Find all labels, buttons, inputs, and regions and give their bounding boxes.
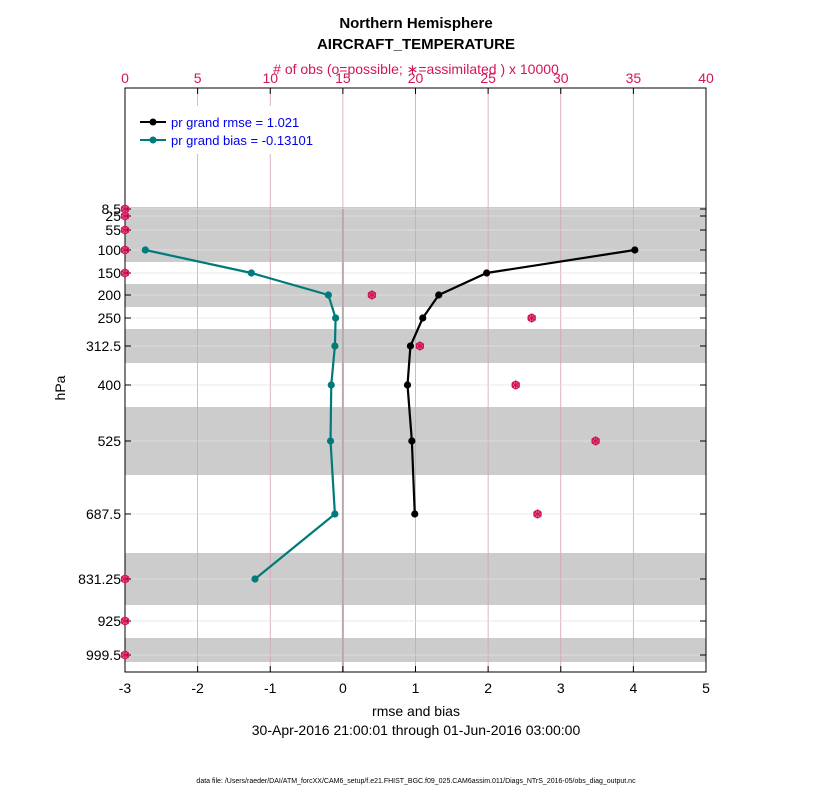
x-tick-label-5: 2 [484,680,492,696]
series-rmse-point-0 [631,246,639,254]
obs-assimilated-10 [533,509,542,519]
top-tick-label-0: 0 [121,70,129,86]
series-rmse-point-2 [435,291,443,299]
obs-assimilated-2 [120,225,130,235]
y-tick-label-0: 8.5 [102,201,122,217]
x-axis-label: rmse and bias [372,703,460,719]
series-bias-point-7 [331,510,339,518]
top-tick-label-1: 5 [194,70,202,86]
series-rmse-line [406,248,635,515]
y-tick-label-2: 55 [105,222,121,238]
series-rmse-point-3 [419,314,427,322]
top-axis: 0 5 10 15 20 25 30 35 40 [121,70,714,94]
top-tick-label-4: 20 [408,70,424,86]
series-layer [141,246,639,583]
x-tick-label-2: -1 [264,680,277,696]
series-rmse-point-7 [411,510,419,518]
top-tick-label-6: 30 [553,70,569,86]
top-tick-label-3: 15 [335,70,351,86]
y-tick-label-1: 25 [105,208,121,224]
obs-assimilated-6 [527,313,536,323]
y-tick-label-10: 687.5 [86,506,121,522]
y-tick-label-9: 525 [98,433,122,449]
obs-assimilated-5 [367,290,377,300]
top-axis-label: # of obs (o=possible; ∗=assimilated ) x … [273,61,559,77]
legend-bias-marker [149,136,157,144]
x-tick-label-7: 4 [629,680,637,696]
legend: pr grand rmse = 1.021 pr grand bias = -0… [128,106,340,154]
series-rmse-point-1 [483,269,491,277]
x-tick-label-8: 5 [702,680,710,696]
obs-assimilated-3 [120,245,130,255]
x-tick-label-1: -2 [191,680,204,696]
top-tick-label-2: 10 [262,70,278,86]
series-bias-point-2 [324,291,332,299]
series-bias-point-5 [327,381,335,389]
legend-background [128,106,340,154]
y-tick-label-6: 250 [98,310,122,326]
chart-subtitle: AIRCRAFT_TEMPERATURE [317,36,515,53]
x-tick-label-4: 1 [412,680,420,696]
chart-title: Northern Hemisphere [339,15,492,32]
legend-rmse-label: pr grand rmse = 1.021 [171,115,299,130]
top-tick-label-7: 35 [626,70,642,86]
y-tick-label-12: 925 [98,613,122,629]
y-axis-label: hPa [52,375,68,400]
series-bias-point-6 [326,437,335,445]
legend-bias-label: pr grand bias = -0.13101 [171,133,313,148]
obs-assimilated-1 [120,211,130,221]
x-tick-label-0: -3 [119,680,132,696]
series-rmse-point-6 [408,437,416,445]
y-tick-label-8: 400 [98,377,122,393]
series-bias-point-1 [247,269,255,277]
y-tick-label-5: 200 [98,287,122,303]
y-tick-label-11: 831.25 [78,571,121,587]
obs-assimilated-8 [511,380,521,390]
y-tick-label-7: 312.5 [86,338,121,354]
series-bias-point-4 [331,342,339,350]
top-tick-label-8: 40 [698,70,714,86]
series-rmse-point-4 [406,342,415,350]
y-tick-label-13: 999.5 [86,647,121,663]
footnote: data file: /Users/raeder/DAI/ATM_forcXX/… [196,778,636,785]
series-bias-point-3 [332,314,340,322]
obs-assimilated-9 [591,436,600,446]
top-tick-label-5: 25 [480,70,496,86]
x-tick-label-6: 3 [557,680,565,696]
series-rmse-point-5 [403,381,412,389]
legend-rmse-marker [149,118,157,126]
obs-assimilated-4 [120,268,130,278]
series-bias-point-8 [251,575,259,583]
obs-layer [120,204,600,660]
obs-assimilated-7 [415,341,425,351]
obs-assimilated-12 [120,616,130,626]
y-tick-label-3: 100 [98,242,122,258]
bottom-axis: -3 -2 -1 0 1 2 3 4 5 [119,666,710,696]
date-range-label: 30-Apr-2016 21:00:01 through 01-Jun-2016… [252,722,581,738]
y-tick-label-4: 150 [98,265,122,281]
series-bias-point-0 [141,246,149,254]
obs-assimilated-11 [120,574,130,584]
obs-assimilated-13 [120,650,130,660]
x-tick-label-3: 0 [339,680,347,696]
